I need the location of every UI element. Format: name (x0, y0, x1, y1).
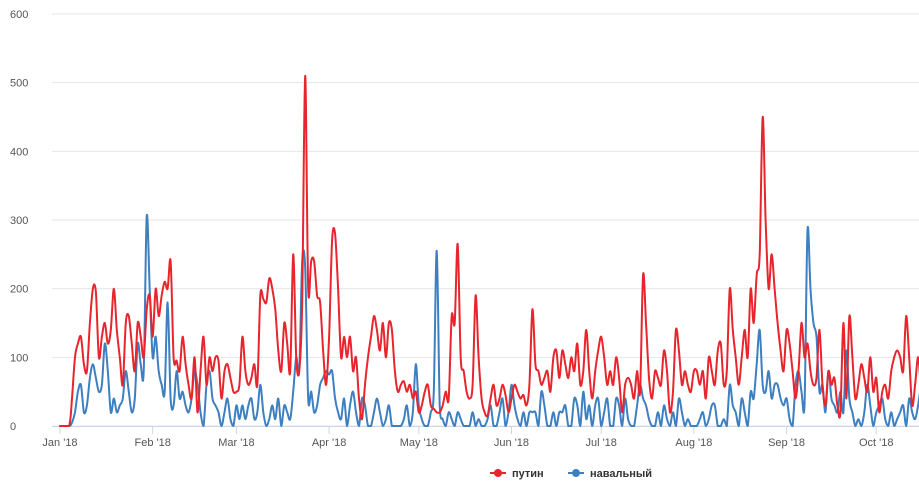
legend-navalny-label: навальный (590, 468, 652, 480)
legend-item-putin[interactable]: путин (490, 468, 544, 480)
axis-layer: 0 100 200 300 400 500 600 Jan '18 Feb '18 Mar '18… (10, 9, 919, 449)
x-tick-label-2: Mar '18 (218, 437, 254, 449)
x-tick-label-6: Jul '18 (585, 437, 616, 449)
x-tick-label-4: May '18 (400, 437, 438, 449)
y-tick-label-400: 400 (10, 146, 28, 158)
y-tick-label-200: 200 (10, 284, 28, 296)
x-tick-label-8: Sep '18 (768, 437, 805, 449)
legend-item-navalny[interactable]: навальный (568, 468, 652, 480)
series-layer (59, 74, 919, 427)
x-tick-label-5: Jun '18 (494, 437, 529, 449)
y-tick-label-300: 300 (10, 215, 28, 227)
series-line-putin[interactable] (59, 74, 919, 427)
y-tick-label-500: 500 (10, 78, 28, 90)
legend-navalny-marker (572, 469, 580, 477)
legend: путин навальный (490, 468, 652, 480)
x-tick-label-3: Apr '18 (312, 437, 347, 449)
grid-layer (52, 13, 919, 427)
x-tick-label-9: Oct '18 (859, 437, 894, 449)
x-tick-label-1: Feb '18 (135, 437, 171, 449)
legend-putin-label: путин (512, 468, 544, 480)
series-line-navalny[interactable] (59, 213, 919, 427)
y-tick-label-100: 100 (10, 352, 28, 364)
x-tick-label-7: Aug '18 (675, 437, 712, 449)
x-tick-label-0: Jan '18 (42, 437, 77, 449)
legend-putin-marker (494, 469, 502, 477)
y-tick-label-600: 600 (10, 9, 28, 21)
y-tick-label-0: 0 (10, 421, 16, 433)
